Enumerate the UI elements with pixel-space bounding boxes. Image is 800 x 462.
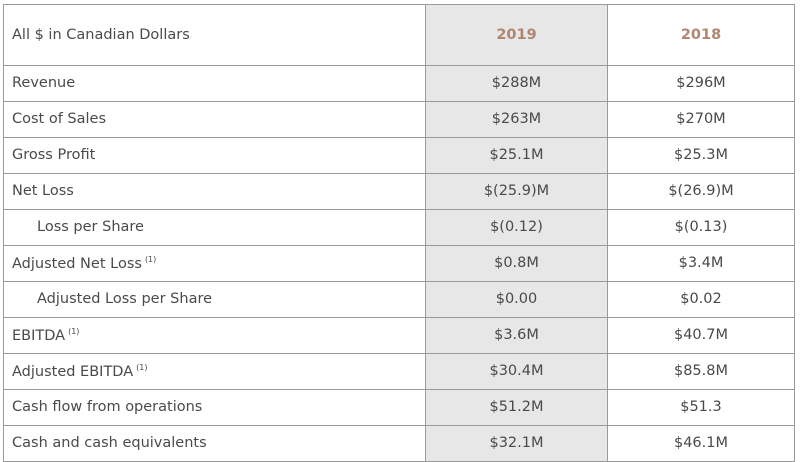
row-label-gross-profit: Gross Profit xyxy=(3,137,426,174)
financial-summary-table: All $ in Canadian Dollars 2019 2018 Reve… xyxy=(3,4,795,462)
table-row: Cash flow from operations $51.2M $51.3 xyxy=(3,389,795,426)
table-row: Adjusted Loss per Share $0.00 $0.02 xyxy=(3,281,795,318)
value-2019-ebitda: $3.6M xyxy=(425,317,608,354)
value-2019-gross-profit: $25.1M xyxy=(425,137,608,174)
row-label-text: Adjusted Net Loss xyxy=(12,255,142,272)
footnote-marker: (1) xyxy=(136,362,148,372)
row-label-adjusted-net-loss: Adjusted Net Loss (1) xyxy=(3,245,426,282)
currency-note: All $ in Canadian Dollars xyxy=(3,4,426,66)
table-row: Gross Profit $25.1M $25.3M xyxy=(3,137,795,174)
value-2018-net-loss: $(26.9)M xyxy=(607,173,795,210)
value-2019-adjusted-loss-per-share: $0.00 xyxy=(425,281,608,318)
value-2018-adjusted-ebitda: $85.8M xyxy=(607,353,795,390)
value-2019-adjusted-net-loss: $0.8M xyxy=(425,245,608,282)
row-label-ebitda: EBITDA (1) xyxy=(3,317,426,354)
row-label-adjusted-ebitda: Adjusted EBITDA (1) xyxy=(3,353,426,390)
value-2019-cash-and-cash-equivalents: $32.1M xyxy=(425,425,608,462)
value-2018-loss-per-share: $(0.13) xyxy=(607,209,795,246)
value-2018-cash-and-cash-equivalents: $46.1M xyxy=(607,425,795,462)
value-2018-cash-flow-from-operations: $51.3 xyxy=(607,389,795,426)
value-2018-ebitda: $40.7M xyxy=(607,317,795,354)
row-label-cash-and-cash-equivalents: Cash and cash equivalents xyxy=(3,425,426,462)
value-2018-revenue: $296M xyxy=(607,65,795,102)
column-header-2018: 2018 xyxy=(607,4,795,66)
value-2019-net-loss: $(25.9)M xyxy=(425,173,608,210)
row-label-cost-of-sales: Cost of Sales xyxy=(3,101,426,138)
value-2018-adjusted-loss-per-share: $0.02 xyxy=(607,281,795,318)
footnote-marker: (1) xyxy=(68,326,80,336)
row-label-text: Adjusted EBITDA xyxy=(12,363,134,380)
table-row: Net Loss $(25.9)M $(26.9)M xyxy=(3,173,795,210)
value-2019-revenue: $288M xyxy=(425,65,608,102)
column-header-2019: 2019 xyxy=(425,4,608,66)
table-row: Adjusted EBITDA (1) $30.4M $85.8M xyxy=(3,353,795,390)
row-label-revenue: Revenue xyxy=(3,65,426,102)
value-2019-loss-per-share: $(0.12) xyxy=(425,209,608,246)
table-row: Cash and cash equivalents $32.1M $46.1M xyxy=(3,425,795,462)
row-label-loss-per-share: Loss per Share xyxy=(3,209,426,246)
table-row: Adjusted Net Loss (1) $0.8M $3.4M xyxy=(3,245,795,282)
value-2019-adjusted-ebitda: $30.4M xyxy=(425,353,608,390)
row-label-net-loss: Net Loss xyxy=(3,173,426,210)
value-2018-gross-profit: $25.3M xyxy=(607,137,795,174)
value-2019-cash-flow-from-operations: $51.2M xyxy=(425,389,608,426)
table-row: Revenue $288M $296M xyxy=(3,65,795,102)
row-label-cash-flow-from-operations: Cash flow from operations xyxy=(3,389,426,426)
table-row: EBITDA (1) $3.6M $40.7M xyxy=(3,317,795,354)
value-2018-adjusted-net-loss: $3.4M xyxy=(607,245,795,282)
table-row: Cost of Sales $263M $270M xyxy=(3,101,795,138)
value-2019-cost-of-sales: $263M xyxy=(425,101,608,138)
table-header-row: All $ in Canadian Dollars 2019 2018 xyxy=(3,4,795,66)
table-row: Loss per Share $(0.12) $(0.13) xyxy=(3,209,795,246)
footnote-marker: (1) xyxy=(144,254,157,264)
value-2018-cost-of-sales: $270M xyxy=(607,101,795,138)
row-label-adjusted-loss-per-share: Adjusted Loss per Share xyxy=(3,281,426,318)
row-label-text: EBITDA xyxy=(12,327,66,344)
